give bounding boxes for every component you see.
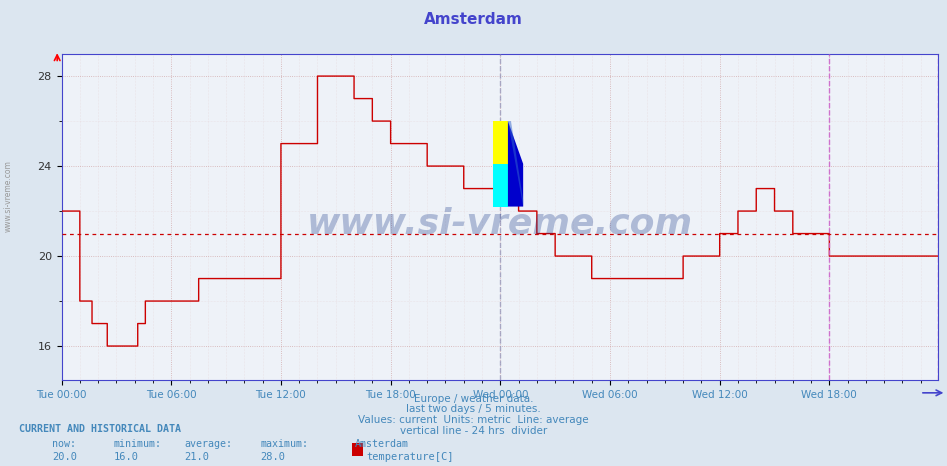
Text: minimum:: minimum: — [114, 439, 162, 449]
Text: 16.0: 16.0 — [114, 452, 138, 462]
Text: Amsterdam: Amsterdam — [355, 439, 409, 449]
Text: Europe / weather data.: Europe / weather data. — [414, 394, 533, 404]
Text: www.si-vreme.com: www.si-vreme.com — [4, 160, 13, 232]
Polygon shape — [508, 121, 523, 206]
Text: average:: average: — [185, 439, 233, 449]
Text: temperature[C]: temperature[C] — [366, 452, 454, 462]
Bar — [492, 121, 508, 164]
Text: maximum:: maximum: — [260, 439, 309, 449]
Text: www.si-vreme.com: www.si-vreme.com — [307, 206, 692, 240]
Text: 20.0: 20.0 — [52, 452, 77, 462]
Text: vertical line - 24 hrs  divider: vertical line - 24 hrs divider — [400, 426, 547, 436]
Text: CURRENT AND HISTORICAL DATA: CURRENT AND HISTORICAL DATA — [19, 424, 181, 434]
Text: 21.0: 21.0 — [185, 452, 209, 462]
Text: Values: current  Units: metric  Line: average: Values: current Units: metric Line: aver… — [358, 415, 589, 425]
Polygon shape — [508, 121, 523, 206]
Text: last two days / 5 minutes.: last two days / 5 minutes. — [406, 404, 541, 414]
Text: 28.0: 28.0 — [260, 452, 285, 462]
Text: Amsterdam: Amsterdam — [424, 12, 523, 27]
Bar — [492, 164, 508, 206]
Text: now:: now: — [52, 439, 76, 449]
